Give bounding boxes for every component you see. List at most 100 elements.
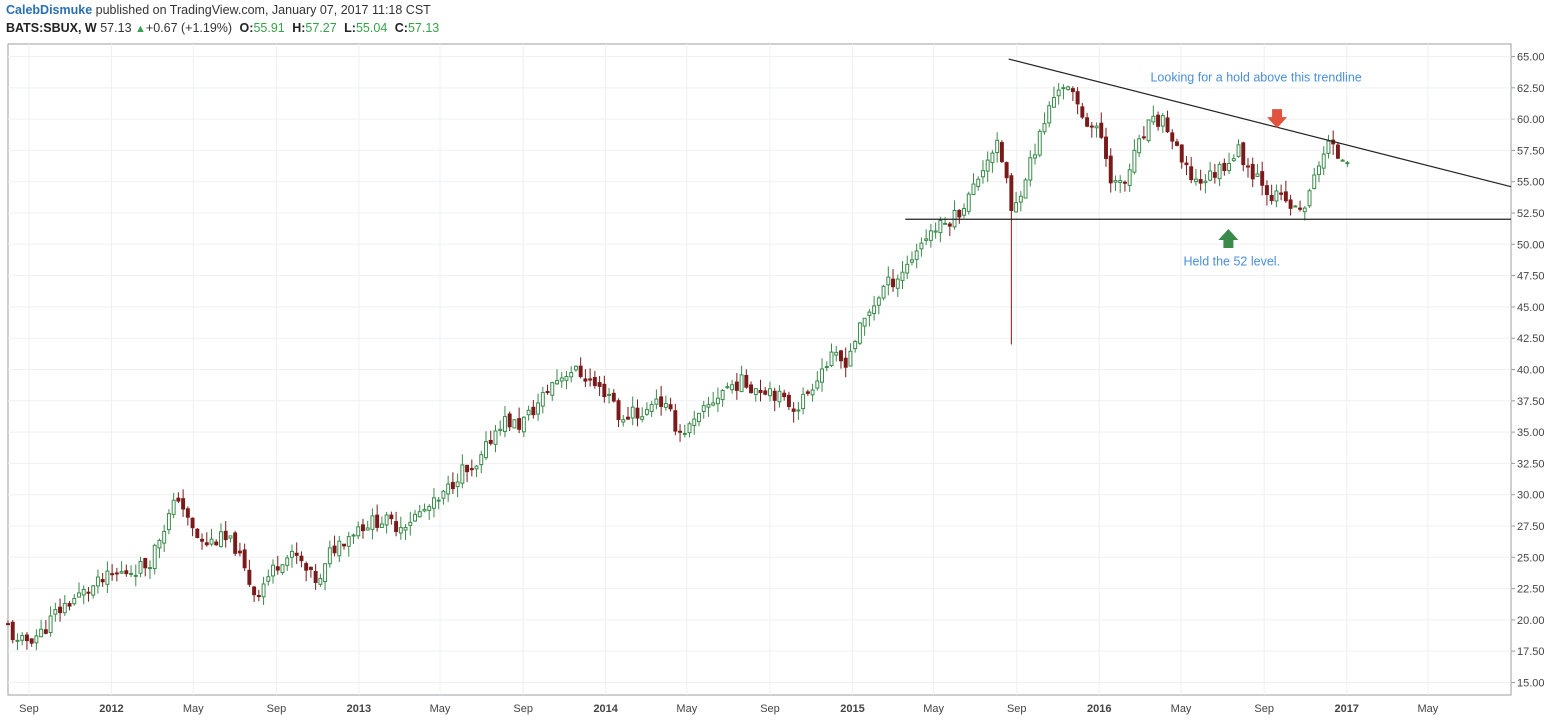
time-axis-label: May (183, 703, 204, 715)
price-axis-label: 47.50 (1517, 271, 1545, 283)
candle-body (962, 208, 966, 216)
high-label: H: (292, 21, 306, 35)
low-label: L: (344, 21, 356, 35)
candle-body (933, 230, 938, 233)
candle-body (110, 573, 115, 576)
candle-body (839, 350, 843, 362)
candle-body (39, 628, 44, 638)
candle-body (730, 384, 735, 391)
candle-body (1070, 88, 1075, 93)
candle-body (1175, 141, 1179, 146)
candle-body (1151, 115, 1156, 123)
candle-body (450, 481, 455, 490)
candle-body (1198, 179, 1203, 184)
candle-body (20, 635, 25, 641)
candle-body (91, 585, 96, 596)
candle-body (285, 557, 290, 566)
candle-body (308, 566, 313, 570)
candle-body (124, 570, 129, 575)
close-label: C: (394, 21, 408, 35)
close-value: 57.13 (407, 21, 440, 35)
published-text: published on TradingView.com, January 07… (95, 3, 431, 17)
candle-body (966, 193, 971, 212)
candle-body (271, 564, 276, 577)
candle-body (332, 545, 337, 554)
candle-body (545, 391, 550, 394)
symbol-label: BATS:SBUX, W (6, 21, 97, 35)
candle-body (914, 250, 919, 260)
time-axis-label: May (923, 703, 944, 715)
candle-body (77, 592, 81, 598)
candle-body (1108, 155, 1113, 184)
candle-body (67, 603, 72, 607)
candle-body (72, 597, 77, 605)
candle-body (1269, 194, 1274, 202)
candle-body (999, 142, 1004, 163)
candle-body (29, 638, 34, 644)
chart-annotation[interactable]: Looking for a hold above this trendline (1150, 71, 1361, 85)
author-link[interactable]: CalebDismuke (6, 3, 93, 17)
candle-body (663, 403, 668, 408)
candle-body (1250, 163, 1255, 180)
candle-body (1345, 162, 1350, 165)
arrow-up-icon[interactable] (1218, 229, 1239, 249)
candle-body (81, 588, 86, 596)
candle-body (1326, 140, 1331, 154)
candle-body (256, 595, 261, 598)
chart-annotation[interactable]: Held the 52 level. (1183, 255, 1280, 269)
candle-body (1302, 207, 1307, 213)
candle-body (630, 406, 635, 419)
candle-body (1066, 86, 1071, 90)
candle-body (171, 499, 176, 515)
candle-body (313, 570, 318, 583)
candle-body (280, 564, 285, 574)
candle-body (550, 382, 555, 396)
candle-body (895, 278, 900, 289)
candle-body (143, 558, 148, 569)
candle-body (15, 639, 20, 642)
candle-body (1094, 125, 1099, 129)
price-axis-label: 32.50 (1517, 458, 1545, 470)
resistance-trendline[interactable] (1008, 58, 1512, 188)
candle-body (34, 635, 39, 644)
candle-body (43, 629, 48, 634)
time-axis-label: Sep (1007, 703, 1027, 715)
candle-body (351, 534, 356, 537)
candle-body (815, 380, 820, 389)
candle-body (346, 536, 351, 547)
candle-body (602, 383, 607, 398)
candle-body (62, 603, 67, 614)
price-axis-label: 22.50 (1517, 584, 1545, 596)
candle-body (706, 404, 711, 408)
price-axis-label: 55.00 (1517, 177, 1545, 189)
candle-body (200, 538, 205, 542)
candle-body (1264, 185, 1269, 195)
candle-body (971, 183, 976, 195)
candle-body (976, 178, 981, 187)
candle-body (1222, 162, 1227, 172)
candle-body (195, 528, 200, 538)
time-axis-label: 2016 (1087, 703, 1111, 715)
candle-body (1231, 158, 1236, 162)
candle-body (985, 159, 990, 172)
candle-body (749, 384, 754, 394)
candle-body (370, 515, 375, 530)
candle-body (943, 222, 948, 225)
candle-body (474, 465, 479, 470)
candle-body (1122, 181, 1127, 184)
candle-body (1156, 114, 1161, 127)
candle-body (540, 392, 545, 407)
candle-body (469, 468, 474, 471)
price-axis-label: 50.00 (1517, 239, 1545, 251)
low-value: 55.04 (355, 21, 388, 35)
candle-body (24, 634, 29, 642)
candle-body (1028, 157, 1033, 181)
candle-body (592, 377, 597, 387)
candle-body (848, 350, 853, 367)
arrow-down-icon[interactable] (1267, 109, 1288, 129)
candle-body (1033, 154, 1037, 159)
candle-body (786, 394, 791, 408)
candle-body (687, 423, 692, 434)
candle-body (1321, 153, 1326, 169)
